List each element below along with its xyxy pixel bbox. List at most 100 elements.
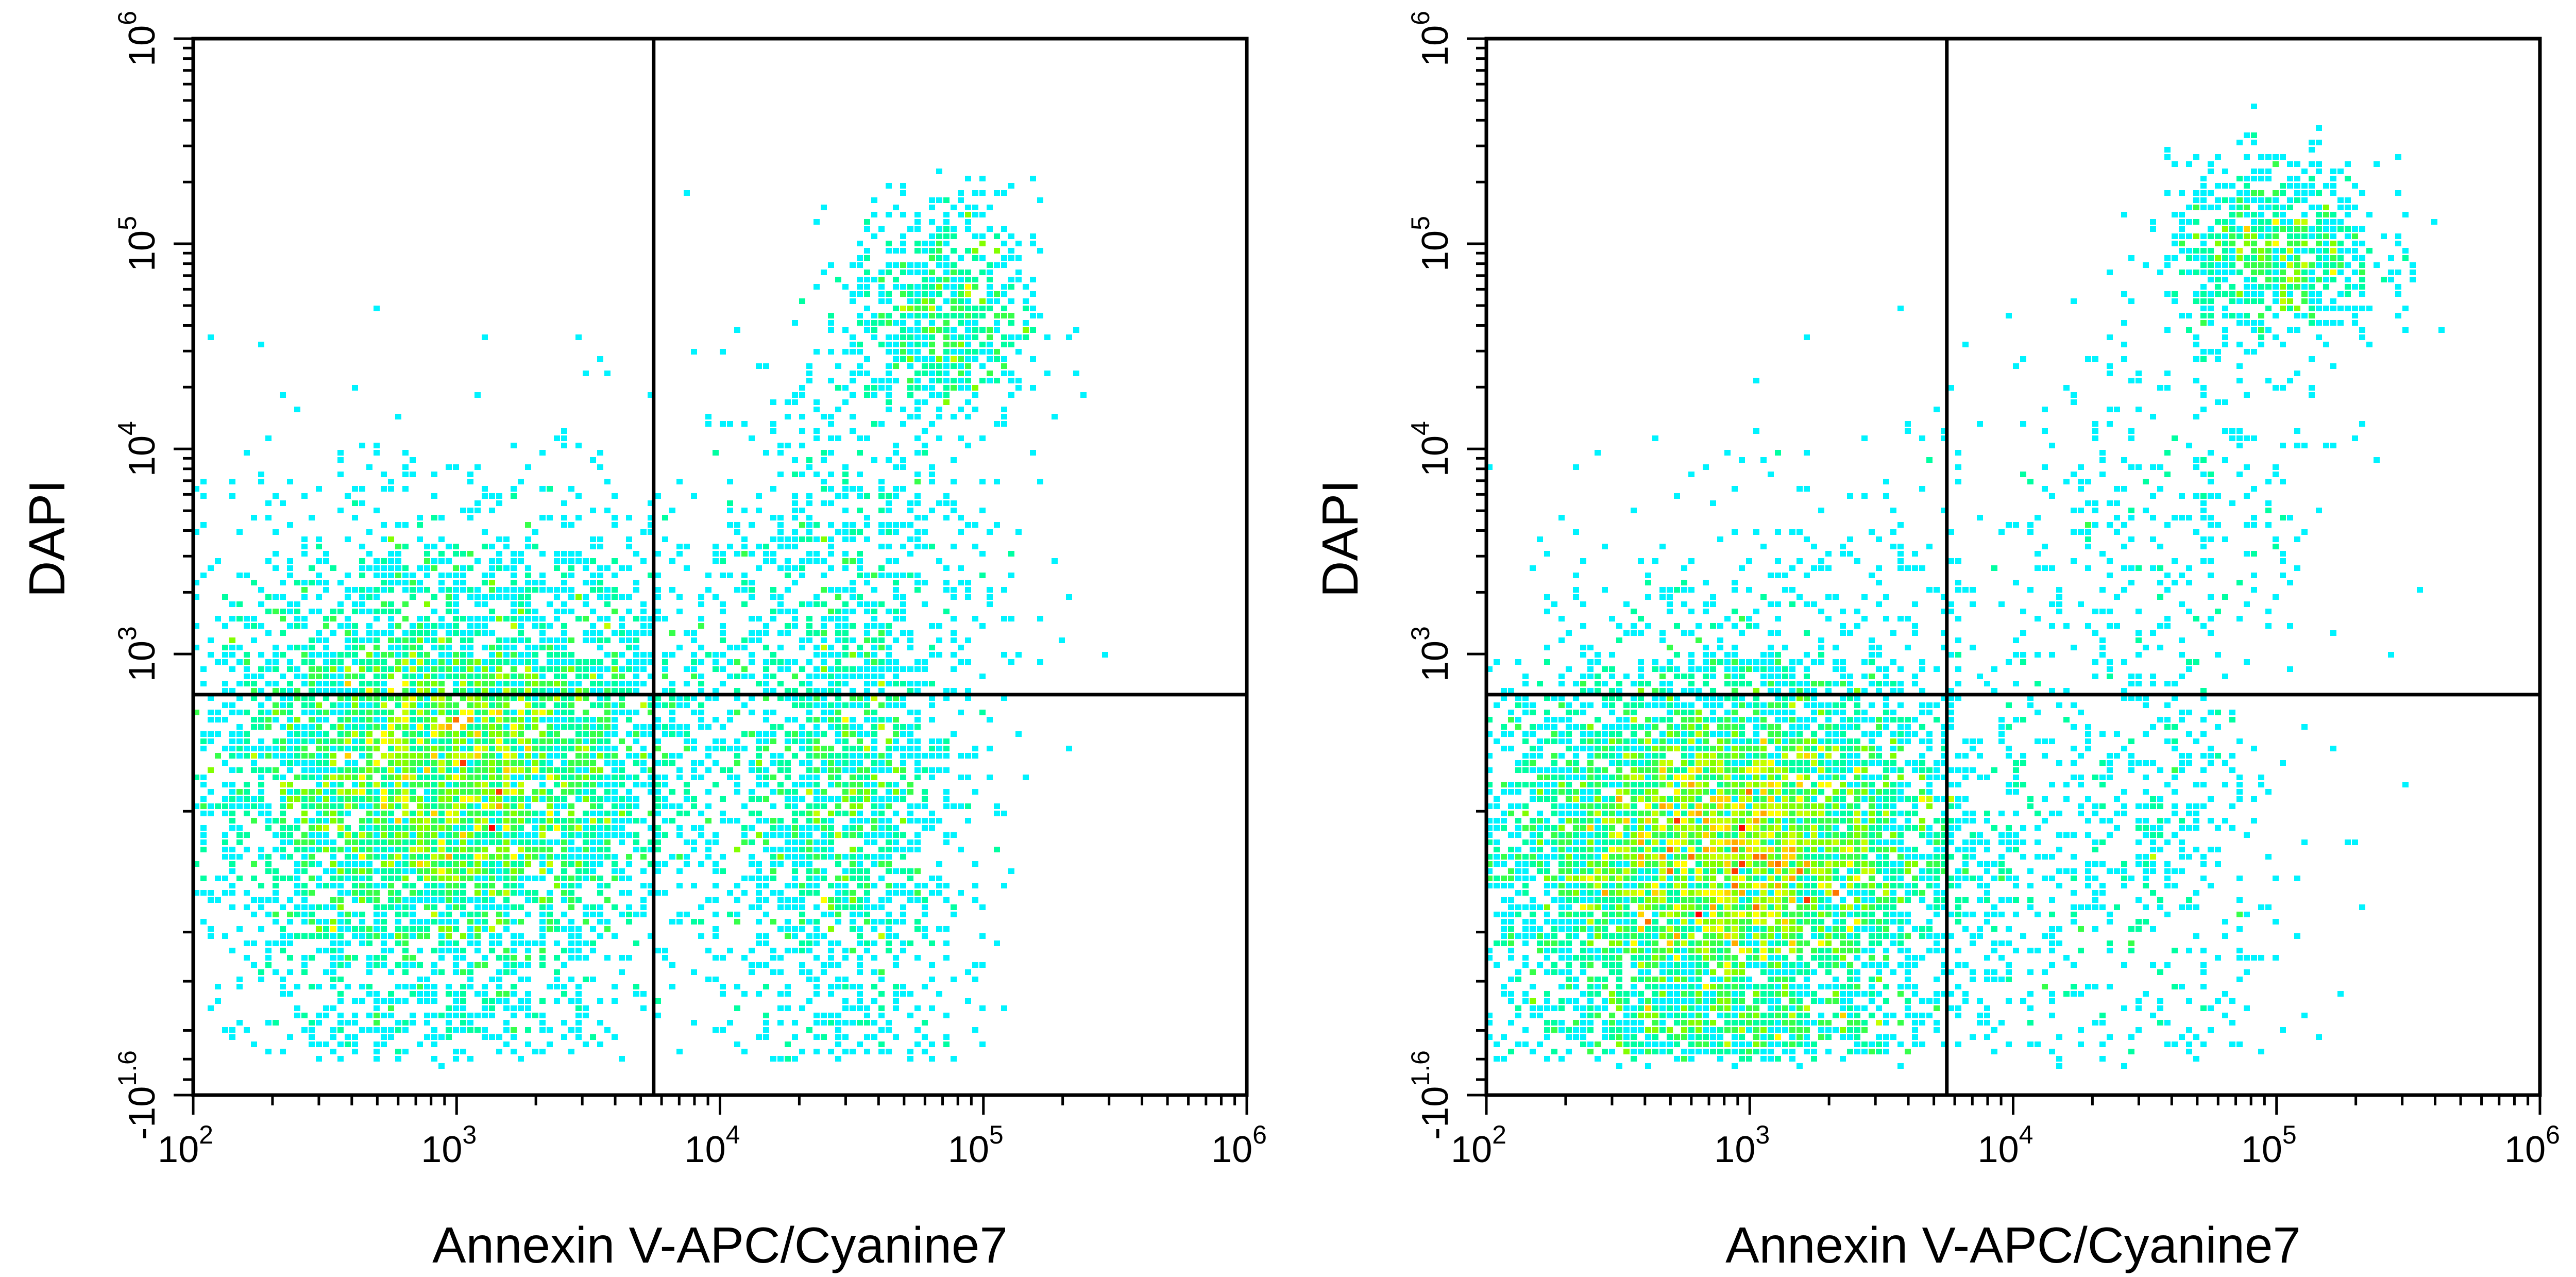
data-point: [871, 637, 877, 643]
data-point: [929, 544, 935, 549]
data-point: [568, 919, 574, 925]
data-point: [374, 645, 380, 650]
data-point: [547, 904, 553, 910]
data-point: [215, 731, 221, 737]
data-point: [395, 609, 401, 614]
data-point: [857, 962, 863, 968]
data-point: [330, 883, 336, 888]
data-point: [886, 897, 892, 903]
data-point: [265, 753, 272, 759]
data-point: [828, 435, 834, 441]
data-point: [907, 637, 913, 643]
data-point: [785, 854, 791, 860]
data-point: [648, 392, 654, 398]
data-point: [352, 926, 358, 932]
data-point: [525, 464, 531, 470]
data-point: [208, 717, 214, 722]
data-point: [951, 637, 957, 643]
data-point: [388, 767, 394, 773]
data-point: [381, 609, 387, 614]
data-point: [806, 854, 812, 860]
data-point: [951, 904, 957, 910]
data-point: [720, 551, 726, 557]
data-point: [770, 818, 776, 824]
data-point: [395, 724, 401, 730]
data-point: [561, 428, 567, 434]
data-point: [806, 948, 812, 953]
data-point: [554, 940, 560, 946]
data-point: [316, 767, 322, 773]
data-point: [337, 818, 344, 824]
data-point: [323, 969, 329, 975]
data-point: [713, 897, 719, 903]
data-point: [814, 977, 820, 982]
data-point: [828, 666, 834, 672]
data-point: [489, 782, 495, 787]
data-point: [893, 825, 899, 831]
data-point: [532, 818, 538, 824]
data-point: [244, 731, 250, 737]
data-point: [273, 969, 279, 975]
data-point: [402, 825, 409, 831]
data-point: [575, 818, 582, 824]
data-point: [777, 601, 784, 607]
data-point: [972, 392, 978, 398]
data-point: [395, 645, 401, 650]
data-point: [842, 984, 849, 989]
data-point: [842, 486, 849, 492]
data-point: [273, 775, 279, 780]
data-point: [583, 839, 589, 845]
data-point: [626, 796, 632, 802]
data-point: [835, 277, 841, 282]
data-point: [878, 876, 885, 881]
data-point: [251, 767, 257, 773]
data-point: [864, 623, 870, 629]
data-point: [410, 897, 416, 903]
data-point: [381, 940, 387, 946]
data-point: [388, 854, 394, 860]
data-point: [489, 832, 495, 838]
data-point: [301, 738, 308, 744]
data-point: [914, 883, 921, 888]
data-point: [785, 609, 791, 614]
data-point: [280, 854, 286, 860]
data-point: [518, 1005, 524, 1011]
data-point: [878, 1013, 885, 1018]
data-point: [597, 681, 603, 686]
data-point: [417, 724, 423, 730]
data-point: [763, 912, 769, 917]
data-point: [525, 738, 531, 744]
data-point: [626, 818, 632, 824]
data-point: [410, 681, 416, 686]
data-point: [604, 565, 611, 571]
data-point: [474, 948, 481, 953]
data-point: [402, 811, 409, 816]
data-point: [410, 883, 416, 888]
data-point: [792, 796, 798, 802]
data-point: [951, 652, 957, 658]
data-point: [727, 659, 733, 665]
data-point: [842, 349, 849, 355]
data-point: [749, 825, 755, 831]
data-point: [777, 724, 784, 730]
data-point: [518, 688, 524, 694]
data-point: [222, 876, 228, 881]
data-point: [489, 977, 495, 982]
data-point: [886, 746, 892, 751]
data-point: [958, 753, 964, 759]
data-point: [987, 371, 993, 376]
data-point: [496, 998, 502, 1004]
data-point: [936, 991, 942, 997]
data-point: [251, 753, 257, 759]
data-point: [503, 803, 510, 809]
data-point: [857, 1041, 863, 1047]
data-point: [979, 479, 986, 484]
data-point: [886, 320, 892, 326]
data-point: [388, 803, 394, 809]
data-point: [309, 695, 315, 701]
data-point: [511, 717, 517, 722]
data-point: [799, 702, 805, 708]
data-point: [539, 695, 546, 701]
data-point: [446, 767, 452, 773]
data-point: [886, 912, 892, 917]
